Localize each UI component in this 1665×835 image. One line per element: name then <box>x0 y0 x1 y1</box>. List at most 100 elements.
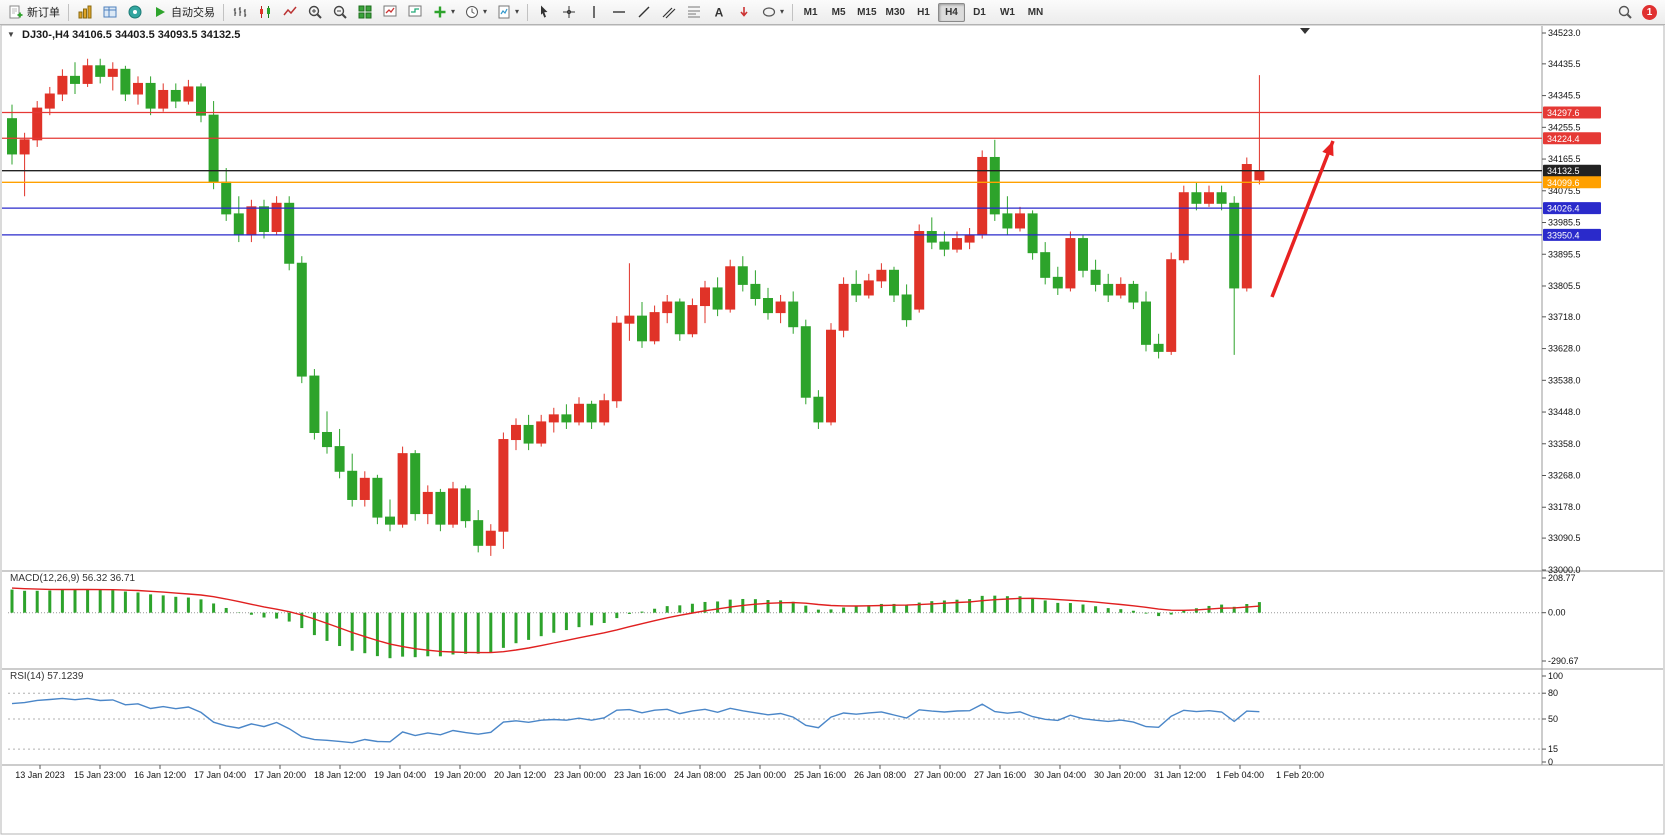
candle-body <box>788 301 799 328</box>
svg-text:33628.0: 33628.0 <box>1548 344 1581 354</box>
trendline-button[interactable] <box>632 2 656 23</box>
main-toolbar: 新订单 自动交易 ▾ ▾ ▾ A ▾ M1 M5 M15 M30 H1 H4 D1 W1 MN … <box>0 0 1665 25</box>
timeframe-button-h1[interactable]: H1 <box>917 6 930 18</box>
price-badge <box>1543 202 1601 215</box>
periods-button[interactable]: ▾ <box>460 2 491 23</box>
timeframe-button-h4[interactable]: H4 <box>937 2 965 22</box>
bar-chart-button[interactable] <box>228 2 252 23</box>
notification-count: 1 <box>1646 6 1653 18</box>
candle-body <box>145 82 156 109</box>
candle-body <box>410 453 421 515</box>
candle-body <box>662 301 673 314</box>
chart-window: 34523.0 34435.5 34345.5 34255.5 34165.5 34075… <box>0 25 1665 835</box>
svg-text:13 Jan 2023: 13 Jan 2023 <box>15 770 65 780</box>
candle-body <box>523 424 534 444</box>
trend-arrow-annotation[interactable] <box>1270 140 1335 298</box>
market-watch-icon <box>77 4 93 20</box>
text-tool-icon: A <box>711 4 727 20</box>
candle-body <box>7 118 17 155</box>
bar-chart-icon <box>232 4 248 20</box>
timeframe-button-m30[interactable]: M30 <box>885 6 905 18</box>
data-window-button[interactable] <box>98 2 122 23</box>
data-window-icon <box>102 4 118 20</box>
timeframe-button-w1[interactable]: W1 <box>999 6 1015 18</box>
svg-text:23 Jan 16:00: 23 Jan 16:00 <box>614 770 666 780</box>
toolbar-separator <box>223 3 224 21</box>
vertical-line-icon <box>586 4 602 20</box>
shapes-button[interactable]: ▾ <box>757 2 788 23</box>
candle-body <box>1090 269 1101 285</box>
auto-trading-button[interactable]: 自动交易 <box>148 2 219 23</box>
candle-body <box>939 241 950 250</box>
horizontal-line-button[interactable] <box>607 2 631 23</box>
svg-text:1 Feb 04:00: 1 Feb 04:00 <box>1216 770 1264 780</box>
shift-chart-button[interactable] <box>403 2 427 23</box>
candlestick-series <box>7 58 1265 556</box>
timeframe-button-m1[interactable]: M1 <box>803 6 818 18</box>
svg-text:17 Jan 04:00: 17 Jan 04:00 <box>194 770 246 780</box>
candle-body <box>246 206 257 236</box>
price-lines[interactable] <box>2 111 1542 236</box>
indicators-button[interactable]: ▾ <box>428 2 459 23</box>
candle-body <box>347 470 358 500</box>
candle-body <box>599 400 610 423</box>
candle-body <box>322 431 332 448</box>
arrange-charts-button[interactable] <box>378 2 402 23</box>
svg-text:16 Jan 12:00: 16 Jan 12:00 <box>134 770 186 780</box>
candlestick-chart-button[interactable] <box>253 2 277 23</box>
zoom-in-button[interactable] <box>303 2 327 23</box>
price-badge <box>1543 164 1601 177</box>
templates-button[interactable]: ▾ <box>492 2 523 23</box>
line-chart-button[interactable] <box>278 2 302 23</box>
svg-text:26 Jan 08:00: 26 Jan 08:00 <box>854 770 906 780</box>
macd-indicator-label: MACD(12,26,9) 56.32 36.71 <box>10 573 136 584</box>
timeframe-button-m5[interactable]: M5 <box>831 6 846 18</box>
candle-body <box>750 283 761 300</box>
market-watch-button[interactable] <box>73 2 97 23</box>
candle-body <box>1178 192 1189 261</box>
candle-body <box>57 75 68 95</box>
new-order-button[interactable]: 新订单 <box>4 2 64 23</box>
navigator-button[interactable] <box>123 2 147 23</box>
fibonacci-button[interactable] <box>682 2 706 23</box>
candle-body <box>44 93 55 109</box>
chart-shift-marker[interactable] <box>1300 28 1310 34</box>
candle-body <box>977 156 988 236</box>
timeframe-button-mn[interactable]: MN <box>1027 6 1044 18</box>
candle-body <box>952 238 962 250</box>
tile-windows-button[interactable] <box>353 2 377 23</box>
cursor-button[interactable] <box>532 2 556 23</box>
svg-text:18 Jan 12:00: 18 Jan 12:00 <box>314 770 366 780</box>
svg-text:27 Jan 16:00: 27 Jan 16:00 <box>974 770 1026 780</box>
search-button[interactable] <box>1613 2 1637 23</box>
candle-body <box>385 516 395 525</box>
clock-icon <box>464 4 480 20</box>
vertical-line-button[interactable] <box>582 2 606 23</box>
auto-trading-play-icon <box>152 4 168 20</box>
svg-text:34099.6: 34099.6 <box>1547 178 1580 188</box>
chart-canvas[interactable]: 34523.0 34435.5 34345.5 34255.5 34165.5 34075… <box>0 25 1665 835</box>
arrange-charts-icon <box>382 4 398 20</box>
arrow-tool-button[interactable] <box>732 2 756 23</box>
price-line-badges: 34297.6 34224.4 34132.5 34099.6 34026.4 33950… <box>1543 106 1601 241</box>
svg-text:15 Jan 23:00: 15 Jan 23:00 <box>74 770 126 780</box>
candle-body <box>32 107 43 141</box>
candle-body <box>574 403 584 423</box>
crosshair-button[interactable] <box>557 2 581 23</box>
candle-body <box>649 312 660 342</box>
timeframe-button-d1[interactable]: D1 <box>973 6 986 18</box>
chevron-down-icon: ▾ <box>515 7 520 16</box>
svg-text:33178.0: 33178.0 <box>1548 502 1581 512</box>
candle-body <box>1254 170 1265 181</box>
candle-body <box>838 283 849 331</box>
chevron-down-icon: ▾ <box>780 7 785 16</box>
channel-button[interactable] <box>657 2 681 23</box>
collapse-panel-icon[interactable]: ▼ <box>7 30 15 39</box>
zoom-out-button[interactable] <box>328 2 352 23</box>
candle-body <box>1141 301 1151 345</box>
svg-text:15: 15 <box>1548 744 1558 754</box>
notification-badge[interactable]: 1 <box>1642 4 1657 20</box>
text-tool-button[interactable]: A <box>707 2 731 23</box>
candle-body <box>70 75 80 84</box>
timeframe-button-m15[interactable]: M15 <box>857 6 877 18</box>
